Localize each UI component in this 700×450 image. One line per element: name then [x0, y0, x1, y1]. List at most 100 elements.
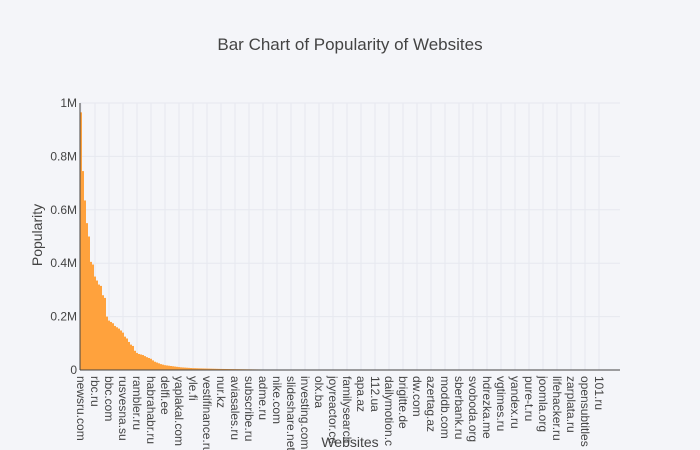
bar: [122, 332, 124, 370]
x-tick-labels: newsru.com rbc.ru bbc.com rusvesna.su ramble…: [74, 375, 606, 450]
bar: [172, 366, 174, 370]
x-tick-label: dw.com: [410, 376, 424, 417]
x-axis-title: Websites: [321, 434, 378, 450]
bar: [206, 368, 208, 370]
x-tick-label: joyreactor.cc: [326, 375, 340, 443]
bar: [142, 355, 144, 370]
y-tick-label: 0.6M: [50, 203, 77, 217]
bar: [166, 365, 168, 370]
bar: [114, 325, 116, 370]
bar: [200, 368, 202, 370]
bar: [176, 366, 178, 370]
bar: [120, 330, 122, 370]
bar: [116, 327, 118, 370]
bar: [110, 321, 112, 370]
x-tick-label: sberbank.ru: [452, 376, 466, 439]
bar: [84, 200, 86, 370]
x-tick-label: familysearch: [340, 376, 354, 443]
axes: [79, 103, 620, 371]
x-tick-label: nike.com: [270, 376, 284, 424]
x-tick-label: olx.ba: [312, 376, 326, 408]
bar: [140, 354, 142, 370]
bar: [86, 223, 88, 370]
bar: [194, 368, 196, 370]
bar: [82, 171, 84, 370]
bar: [174, 366, 176, 370]
x-tick-label: svoboda.org: [466, 376, 480, 442]
bar: [170, 365, 172, 370]
y-tick-label: 0.4M: [50, 256, 77, 270]
bar: [156, 362, 158, 370]
bar: [98, 284, 100, 370]
x-tick-label: moddb.com: [438, 376, 452, 439]
bar: [148, 357, 150, 370]
x-tick-label: yandex.ru: [508, 376, 522, 429]
bar: [126, 338, 128, 370]
bar: [144, 356, 146, 370]
x-tick-label: joomla.org: [536, 375, 550, 432]
x-tick-label: 112.ua: [368, 376, 382, 412]
x-tick-label: vgtimes.ru: [494, 376, 508, 431]
x-tick-label: apa.az: [354, 376, 368, 412]
bar: [222, 368, 224, 370]
x-tick-label: rbc.ru: [88, 376, 102, 407]
bar: [150, 358, 152, 370]
bar: [104, 297, 106, 370]
x-tick-label: adme.ru: [256, 376, 270, 420]
x-tick-label: bbc.com: [102, 376, 116, 421]
x-tick-label: pure-t.ru: [522, 376, 536, 421]
x-tick-label: vestifinance.ru: [200, 376, 214, 450]
bar: [184, 367, 186, 370]
bar: [190, 367, 192, 370]
y-tick-labels: 0 0.2M 0.4M 0.6M 0.8M 1M: [50, 96, 77, 377]
bar: [160, 364, 162, 370]
bar: [112, 323, 114, 370]
bar: [182, 367, 184, 370]
x-tick-label: nur.kz: [214, 376, 228, 408]
x-tick-label: hdrezka.me: [480, 376, 494, 439]
y-tick-label: 0: [70, 363, 77, 377]
bar: [88, 236, 90, 370]
bar: [192, 368, 194, 370]
bar: [164, 365, 166, 370]
bar: [220, 368, 222, 370]
bar: [106, 316, 108, 370]
bar: [208, 368, 210, 370]
x-tick-label: newsru.com: [74, 376, 88, 441]
bar: [210, 368, 212, 370]
bar: [158, 363, 160, 370]
x-tick-label: yaplakal.com: [172, 376, 186, 446]
bar: [198, 368, 200, 370]
bar: [180, 367, 182, 370]
x-tick-label: brigitte.de: [396, 376, 410, 429]
bar: [186, 367, 188, 370]
bar: [204, 368, 206, 370]
bar: [94, 276, 96, 370]
bar: [178, 367, 180, 370]
x-tick-label: zarplata.ru: [564, 376, 578, 433]
bar: [162, 364, 164, 370]
chart-title: Bar Chart of Popularity of Websites: [217, 35, 482, 54]
bar: [202, 368, 204, 370]
x-tick-label: rusvesna.su: [116, 376, 130, 441]
bar: [92, 264, 94, 370]
bar: [138, 353, 140, 370]
bar: [134, 350, 136, 370]
bar: [96, 280, 98, 370]
bar: [212, 368, 214, 370]
bar: [146, 357, 148, 370]
bar: [154, 361, 156, 370]
bar: [136, 352, 138, 370]
bar: [118, 328, 120, 370]
y-tick-label: 0.8M: [50, 149, 77, 163]
x-tick-label: dailymotion.c: [382, 376, 396, 446]
x-tick-label: subscribe.ru: [242, 376, 256, 441]
x-tick-label: azertag.az: [424, 376, 438, 432]
bar: [168, 365, 170, 370]
bar: [80, 112, 82, 370]
x-tick-label: lifehacker.ru: [550, 376, 564, 441]
x-tick-label: rambler.ru: [130, 376, 144, 430]
x-tick-label: delfi.ee: [158, 376, 172, 415]
